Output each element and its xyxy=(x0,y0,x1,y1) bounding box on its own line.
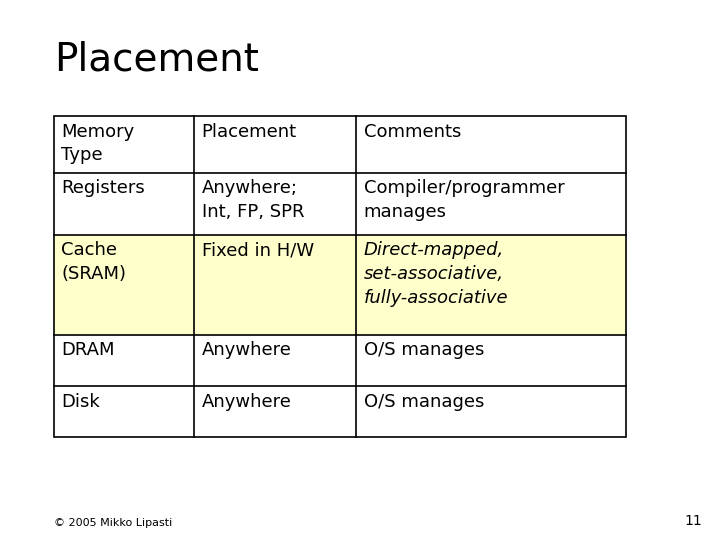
Text: Compiler/programmer
manages: Compiler/programmer manages xyxy=(364,179,564,221)
Bar xyxy=(54,335,194,386)
Bar xyxy=(356,116,626,173)
Bar xyxy=(356,173,626,235)
Text: Anywhere: Anywhere xyxy=(202,341,292,359)
Bar xyxy=(54,116,626,437)
Text: Registers: Registers xyxy=(61,179,145,197)
Bar xyxy=(356,235,626,335)
Text: Memory
Type: Memory Type xyxy=(61,123,135,164)
Text: DRAM: DRAM xyxy=(61,341,114,359)
Bar xyxy=(54,386,194,437)
Text: © 2005 Mikko Lipasti: © 2005 Mikko Lipasti xyxy=(54,518,172,528)
Text: O/S manages: O/S manages xyxy=(364,341,484,359)
Bar xyxy=(356,386,626,437)
Text: Fixed in H/W: Fixed in H/W xyxy=(202,241,314,259)
Text: Disk: Disk xyxy=(61,393,100,410)
Bar xyxy=(194,335,356,386)
Text: Cache
(SRAM): Cache (SRAM) xyxy=(61,241,126,283)
Text: Placement: Placement xyxy=(202,123,297,140)
Bar xyxy=(194,235,356,335)
Bar xyxy=(194,116,356,173)
Bar xyxy=(194,173,356,235)
Bar xyxy=(54,116,194,173)
Text: O/S manages: O/S manages xyxy=(364,393,484,410)
Text: Placement: Placement xyxy=(54,40,259,78)
Text: Anywhere;
Int, FP, SPR: Anywhere; Int, FP, SPR xyxy=(202,179,304,221)
Text: 11: 11 xyxy=(684,514,702,528)
Text: Comments: Comments xyxy=(364,123,461,140)
Bar xyxy=(54,235,194,335)
Text: Direct-mapped,
set-associative,
fully-associative: Direct-mapped, set-associative, fully-as… xyxy=(364,241,508,307)
Bar xyxy=(54,173,194,235)
Text: Anywhere: Anywhere xyxy=(202,393,292,410)
Bar xyxy=(356,335,626,386)
Bar xyxy=(194,386,356,437)
